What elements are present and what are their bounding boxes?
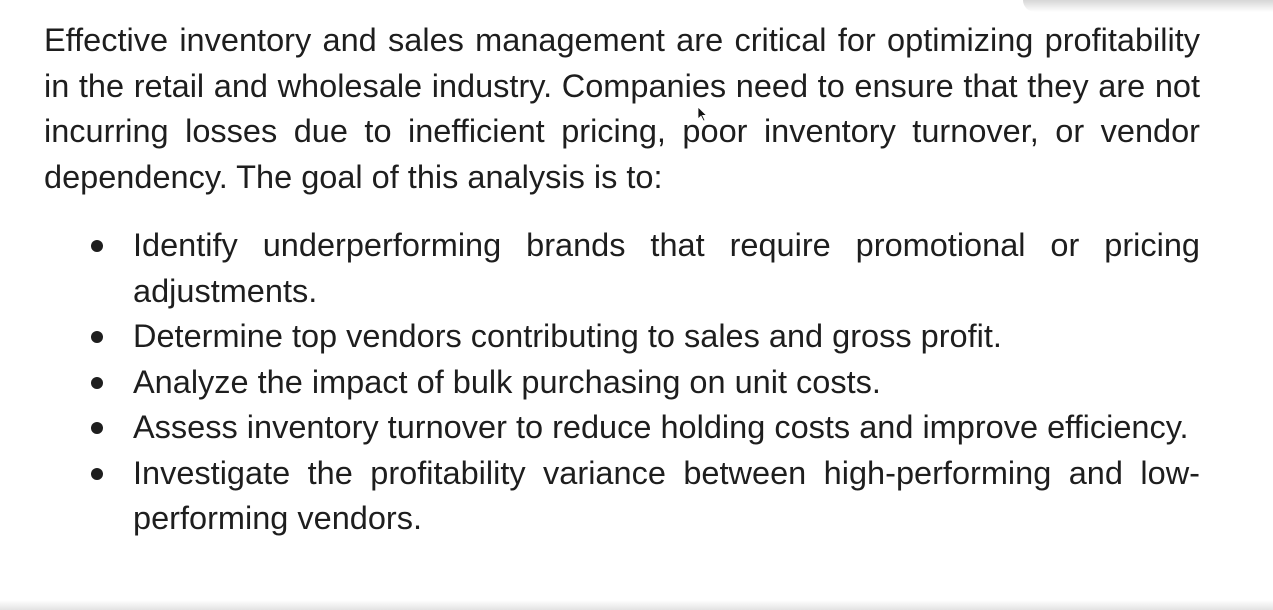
goal-text: Identify underperforming brands that req…	[133, 227, 1200, 309]
intro-paragraph: Effective inventory and sales management…	[44, 22, 1200, 195]
goal-text: Investigate the profitability variance b…	[133, 454, 1200, 537]
window-bottom-edge	[0, 600, 1273, 610]
bullet-dot-icon	[91, 422, 103, 434]
document-body: Effective inventory and sales management…	[44, 18, 1200, 542]
goal-item: Determine top vendors contributing to sa…	[91, 314, 1200, 360]
bullet-dot-icon	[91, 376, 103, 389]
bullet-dot-icon	[91, 240, 103, 252]
goal-item: Identify underperforming brands that req…	[91, 223, 1200, 314]
goal-text: Analyze the impact of bulk purchasing on…	[133, 363, 881, 400]
goal-text: Determine top vendors contributing to sa…	[133, 318, 1002, 354]
goal-item: Assess inventory turnover to reduce hold…	[91, 405, 1200, 451]
bullet-dot-icon	[91, 467, 103, 480]
goals-list: Identify underperforming brands that req…	[44, 223, 1200, 542]
goal-text: Assess inventory turnover to reduce hold…	[133, 409, 1189, 445]
bullet-dot-icon	[91, 331, 103, 343]
mouse-pointer-icon	[697, 106, 707, 122]
goal-item: Investigate the profitability variance b…	[91, 451, 1200, 542]
window-edge-shadow	[1023, 0, 1273, 12]
goal-item: Analyze the impact of bulk purchasing on…	[91, 360, 1200, 406]
